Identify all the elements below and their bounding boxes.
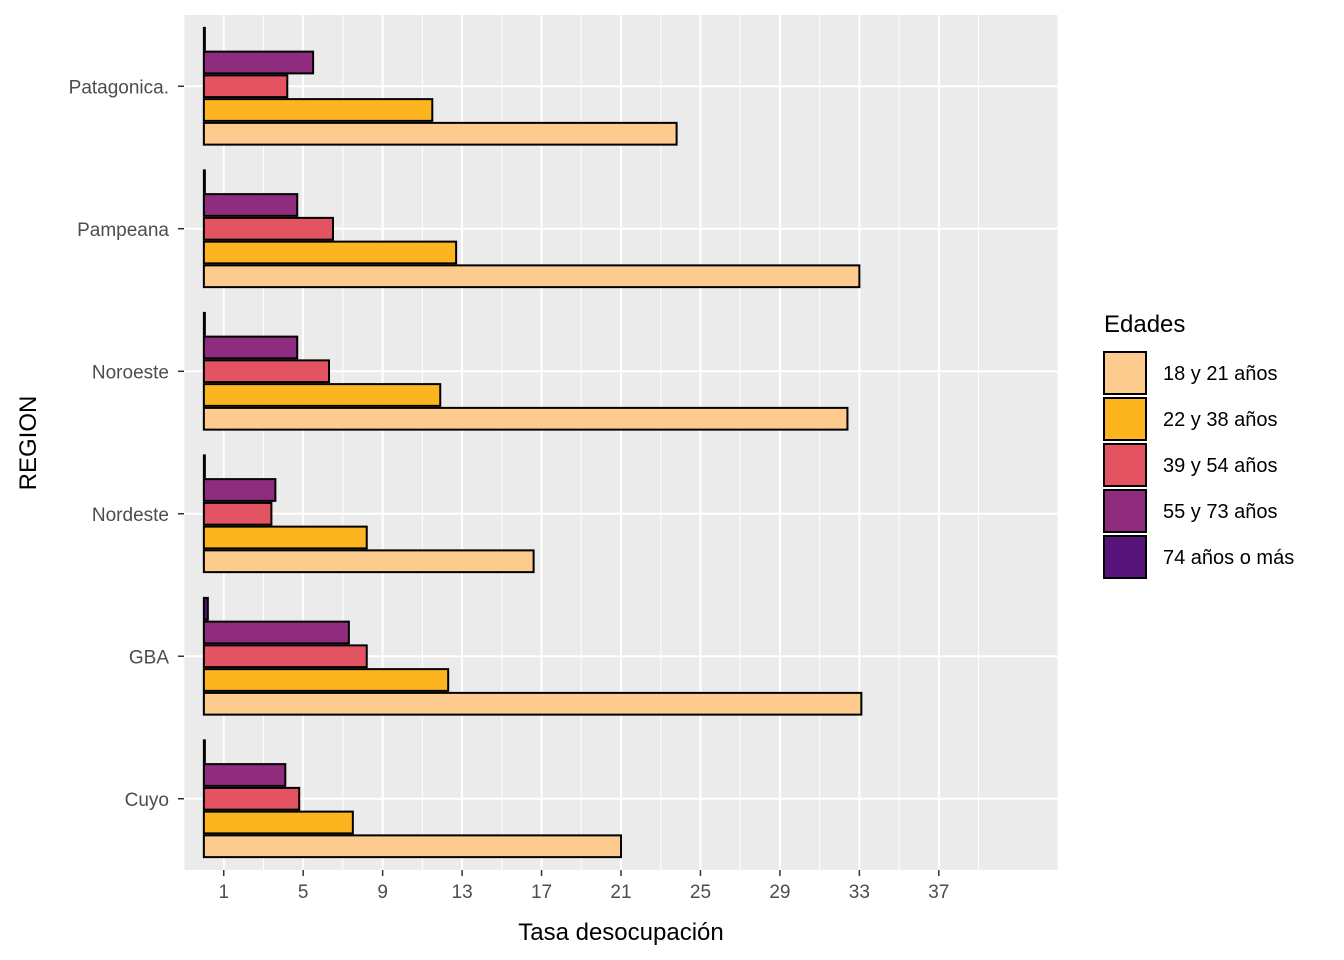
bars	[202, 26, 863, 859]
x-tick-label: 9	[377, 882, 388, 903]
legend: Edades 18 y 21 años 22 y 38 años 39 y 54 a…	[1103, 311, 1294, 579]
legend-key	[1103, 351, 1147, 395]
legend-label: 18 y 21 años	[1163, 363, 1278, 385]
y-tick-label: Patagonica.	[69, 77, 169, 98]
y-tick-label: Pampeana	[77, 220, 169, 241]
bar	[202, 739, 206, 764]
bar	[202, 193, 299, 217]
legend-label: 55 y 73 años	[1163, 501, 1278, 523]
legend-key	[1103, 489, 1147, 533]
bar	[202, 383, 442, 407]
bar	[202, 98, 434, 122]
bar	[202, 478, 277, 502]
bar	[202, 74, 289, 99]
x-axis: 1 5 9 13 17 21 25 29 33 37	[218, 870, 949, 903]
bar	[202, 668, 450, 692]
bar	[202, 359, 331, 384]
bar	[202, 264, 861, 289]
bar	[202, 810, 354, 835]
x-tick-label: 33	[849, 882, 870, 903]
legend-title: Edades	[1104, 311, 1185, 338]
bar	[202, 216, 334, 241]
legend-key	[1103, 397, 1147, 441]
bar	[202, 596, 209, 621]
x-tick-label: 37	[928, 882, 949, 903]
legend-label: 39 y 54 años	[1163, 455, 1278, 477]
bar	[202, 121, 678, 146]
legend-key	[1103, 535, 1147, 579]
y-axis-title: REGION	[15, 396, 42, 491]
bar	[202, 691, 863, 716]
bar	[202, 240, 458, 265]
legend-label: 74 años o más	[1163, 547, 1294, 569]
legend-label: 22 y 38 años	[1163, 409, 1278, 431]
x-tick-label: 25	[690, 882, 711, 903]
x-axis-title: Tasa desocupación	[518, 919, 723, 946]
bar	[202, 834, 622, 859]
y-tick-label: Noroeste	[92, 362, 169, 383]
x-tick-label: 21	[610, 882, 631, 903]
x-tick-label: 29	[769, 882, 790, 903]
bar	[202, 501, 273, 526]
bar	[202, 311, 206, 336]
bar	[202, 763, 287, 787]
bar	[202, 406, 849, 431]
x-tick-label: 5	[298, 882, 309, 903]
bar	[202, 26, 206, 51]
bar	[202, 644, 368, 669]
bar	[202, 786, 301, 811]
bar	[202, 525, 368, 550]
y-tick-label: GBA	[129, 647, 169, 668]
grid-minor	[183, 15, 1059, 870]
y-tick-label: Nordeste	[92, 505, 169, 526]
bar	[202, 620, 350, 645]
x-tick-label: 1	[218, 882, 229, 903]
x-tick-label: 17	[531, 882, 552, 903]
y-tick-label: Cuyo	[125, 790, 169, 811]
bar	[202, 335, 299, 360]
bar	[202, 50, 315, 75]
bar	[202, 454, 206, 479]
y-axis: Cuyo GBA Nordeste Noroeste Pampeana Patagonic…	[69, 77, 184, 811]
legend-key	[1103, 443, 1147, 487]
bar	[202, 169, 206, 194]
x-tick-label: 13	[452, 882, 473, 903]
bar	[202, 549, 535, 574]
